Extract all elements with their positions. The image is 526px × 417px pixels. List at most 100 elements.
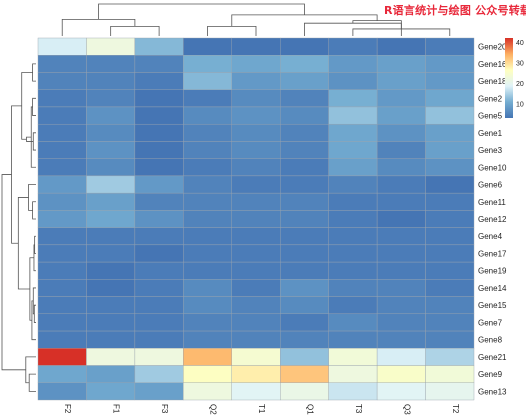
heatmap-cell [134,382,184,401]
heatmap-cell [183,261,232,280]
heatmap-cell [425,296,475,315]
row-label: Gene20 [478,43,507,52]
row-label: Gene13 [478,387,507,396]
heatmap-cell [37,37,87,56]
legend-tick-label: 20 [516,81,524,88]
heatmap-cell [86,158,136,177]
heatmap-cell [425,55,475,73]
heatmap-cell [183,158,232,177]
heatmap-cells [37,37,475,401]
heatmap-cell [376,261,426,280]
heatmap-cell [328,296,378,315]
heatmap-cell [376,123,426,142]
heatmap-cell [183,123,232,142]
heatmap-cell [280,261,329,280]
heatmap-cell [376,227,426,246]
heatmap-cell [231,365,281,383]
heatmap-cell [328,244,378,263]
heatmap-cell [376,313,426,332]
heatmap-cell [134,313,184,332]
heatmap-cell [37,279,87,297]
heatmap-cell [425,279,475,297]
watermark-text: R语言统计与绘图 公众号转载 [384,4,526,17]
heatmap-cell [425,106,475,125]
heatmap-cell [425,37,475,56]
heatmap-cell [183,55,232,73]
heatmap-cell [425,261,475,280]
heatmap-cell [183,89,232,108]
heatmap-cell [37,227,87,246]
heatmap-cell [280,55,329,73]
heatmap-cell [376,210,426,228]
heatmap-cell [231,244,281,263]
row-labels: Gene20 Gene16 Gene18 Gene2 Gene5 Gene1 Gene3 Ge… [478,43,507,397]
heatmap-cell [376,141,426,159]
heatmap-cell [134,244,184,263]
heatmap-cell [86,279,136,297]
heatmap-cell [37,55,87,73]
heatmap-cell [134,37,184,56]
heatmap-cell [37,313,87,332]
row-dendrogram-branch [33,304,36,323]
heatmap-cell [280,141,329,159]
heatmap-cell [183,192,232,211]
column-label: T1 [257,404,266,414]
heatmap-cell [37,123,87,142]
row-dendrogram [1,63,36,392]
legend-tick-label: 10 [516,102,524,109]
heatmap-cell [37,106,87,125]
heatmap-cell [183,72,232,90]
row-label: Gene16 [478,60,507,69]
heatmap-cell [134,175,184,194]
heatmap-cell [328,365,378,383]
heatmap-cell [86,123,136,142]
heatmap-cell [134,330,184,349]
heatmap-cell [183,244,232,263]
column-label: Q2 [209,404,218,415]
heatmap-cell [280,365,329,383]
heatmap-cell [231,123,281,142]
heatmap-cell [231,227,281,246]
column-label: T2 [451,404,460,414]
heatmap-cell [134,141,184,159]
row-label: Gene5 [478,112,503,121]
heatmap-cell [183,279,232,297]
heatmap-cell [134,365,184,383]
heatmap-cell [280,158,329,177]
heatmap-cell [376,382,426,401]
heatmap-cell [183,365,232,383]
heatmap-cell [280,37,329,56]
row-label: Gene8 [478,336,503,345]
heatmap-cell [37,382,87,401]
heatmap-cell [183,330,232,349]
heatmap-cell [86,210,136,228]
heatmap-cell [328,141,378,159]
heatmap-cell [328,55,378,73]
heatmap-cell [425,210,475,228]
heatmap-cell [425,175,475,194]
row-label: Gene9 [478,370,503,379]
heatmap-cell [376,106,426,125]
legend-color-bar [505,38,513,118]
legend-tick-label: 40 [516,40,524,47]
heatmap-cell [425,382,475,401]
heatmap-cell [37,158,87,177]
heatmap-cell [280,313,329,332]
heatmap-cell [376,296,426,315]
heatmap-cell [280,382,329,401]
column-dendrogram-branch [207,26,257,36]
row-dendrogram-branch [32,201,36,220]
column-dendrogram-branch [61,18,136,36]
heatmap-cell [376,365,426,383]
row-dendrogram-branch [17,197,30,290]
heatmap-cell [425,348,475,366]
heatmap-cell [37,261,87,280]
heatmap-cell [280,106,329,125]
column-label: Q3 [402,404,411,415]
heatmap-cell [231,210,281,228]
heatmap-cell [134,106,184,125]
heatmap-cell [328,330,378,349]
heatmap-cell [280,279,329,297]
heatmap-cell [328,192,378,211]
column-label: Q1 [305,404,314,415]
